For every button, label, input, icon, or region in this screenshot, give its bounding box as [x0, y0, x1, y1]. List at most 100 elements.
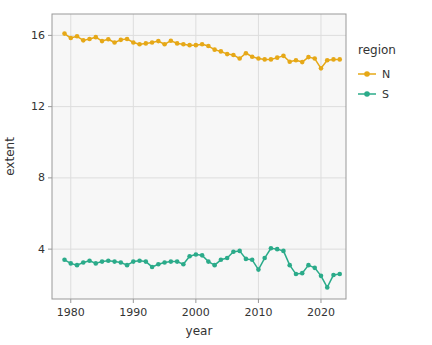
series-point [281, 54, 286, 59]
series-point [275, 55, 280, 60]
series-point [237, 56, 242, 61]
series-point [93, 261, 98, 266]
tick-label-y: 12 [31, 100, 45, 113]
legend-label: S [382, 88, 389, 101]
series-point [181, 262, 186, 267]
series-point [112, 259, 117, 264]
series-point [144, 259, 149, 264]
series-point [169, 259, 174, 264]
series-point [81, 260, 86, 265]
series-point [62, 258, 67, 263]
legend-swatch-marker [364, 91, 370, 97]
series-point [269, 57, 274, 62]
tick-label-x: 2000 [182, 306, 210, 319]
series-point [212, 263, 217, 268]
legend: regionNS [358, 43, 396, 101]
series-point [169, 38, 174, 43]
series-point [194, 43, 199, 48]
tick-label-y: 8 [38, 171, 45, 184]
series-point [119, 38, 124, 43]
ticks: 48121619801990200020102020 [31, 29, 335, 319]
series-point [194, 252, 199, 257]
tick-y [48, 177, 52, 178]
series-point [294, 58, 299, 63]
legend-label: N [382, 68, 390, 81]
legend-swatch-marker [364, 71, 370, 77]
series-point [300, 60, 305, 65]
series-point [231, 249, 236, 254]
series-point [287, 59, 292, 64]
series-point [262, 256, 267, 261]
grid-line-y [52, 177, 346, 178]
series [62, 246, 342, 290]
series-point [68, 36, 73, 41]
series-point [206, 259, 211, 264]
series-point [319, 66, 324, 71]
series-point [187, 254, 192, 259]
series-point [87, 37, 92, 42]
series-point [256, 267, 261, 272]
tick-label-y: 16 [31, 29, 45, 42]
series-point [106, 37, 111, 42]
grid [52, 14, 346, 299]
series-point [131, 259, 136, 264]
series-point [325, 285, 330, 290]
chart-container: 48121619801990200020102020yearextentregi… [0, 0, 432, 345]
series-point [137, 258, 142, 263]
series-point [150, 265, 155, 270]
series-point [125, 37, 130, 42]
series-point [287, 263, 292, 268]
tick-x [258, 299, 259, 303]
series-point [137, 42, 142, 47]
tick-x [133, 299, 134, 303]
series-point [256, 56, 261, 61]
series-point [144, 41, 149, 46]
series-point [100, 259, 105, 264]
series-point [212, 47, 217, 52]
tick-label-y: 4 [38, 243, 45, 256]
series-point [219, 258, 224, 263]
series-point [156, 262, 161, 267]
series-point [331, 57, 336, 62]
grid-line-y [52, 249, 346, 250]
series-point [231, 53, 236, 58]
series-point [156, 39, 161, 44]
series-point [200, 42, 205, 47]
series-point [244, 51, 249, 56]
series-point [281, 249, 286, 254]
series-point [312, 56, 317, 61]
series-point [93, 35, 98, 40]
series-point [306, 55, 311, 60]
series-point [131, 40, 136, 45]
tick-label-x: 2010 [244, 306, 272, 319]
grid-line-y [52, 106, 346, 107]
tick-y [48, 35, 52, 36]
chart-svg: 48121619801990200020102020yearextentregi… [0, 0, 432, 345]
series-point [262, 57, 267, 62]
series [62, 31, 342, 70]
series-point [62, 31, 67, 36]
plot-frame [52, 14, 346, 299]
series-point [87, 258, 92, 263]
series-point [331, 273, 336, 278]
series-point [75, 263, 80, 268]
tick-x [70, 299, 71, 303]
series-point [250, 258, 255, 263]
series-point [81, 38, 86, 43]
series-point [219, 49, 224, 54]
series-point [325, 58, 330, 63]
page: {"chart_data": {"type": "line", "xlabel"… [0, 0, 432, 345]
series-point [337, 272, 342, 277]
tick-label-x: 1990 [119, 306, 147, 319]
y-axis-label: extent [3, 137, 17, 176]
series-point [275, 247, 280, 252]
series-point [162, 42, 167, 47]
series-point [312, 266, 317, 271]
series-point [187, 43, 192, 48]
data-group [62, 31, 342, 289]
series-line [65, 248, 340, 287]
series-point [162, 260, 167, 265]
series-point [75, 34, 80, 39]
tick-label-x: 1980 [57, 306, 85, 319]
series-point [225, 52, 230, 57]
